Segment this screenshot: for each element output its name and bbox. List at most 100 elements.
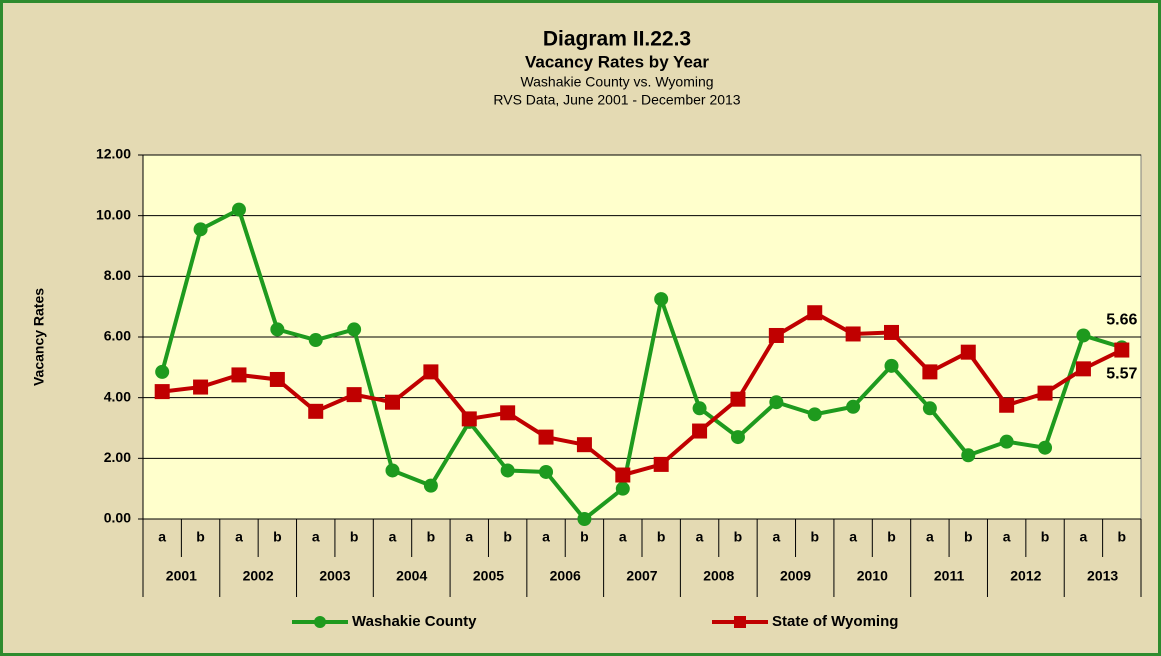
point xyxy=(961,448,976,463)
group-label: 2013 xyxy=(1087,568,1118,584)
point xyxy=(385,394,400,410)
data-label: 5.57 xyxy=(1106,365,1137,382)
point xyxy=(768,327,784,343)
x-tick-label: a xyxy=(389,529,397,545)
point xyxy=(1114,342,1130,358)
legend-label: Washakie County xyxy=(352,613,477,630)
x-tick-label: a xyxy=(849,529,857,545)
point xyxy=(155,364,170,379)
x-tick-label: a xyxy=(235,529,243,545)
point xyxy=(1038,440,1053,455)
group-label: 2005 xyxy=(473,568,504,584)
point xyxy=(539,464,554,479)
point xyxy=(500,463,515,478)
x-tick-label: b xyxy=(196,529,205,545)
point xyxy=(845,326,861,342)
x-tick-label: b xyxy=(427,529,436,545)
legend-marker xyxy=(314,616,326,628)
point xyxy=(308,333,323,348)
y-axis-label: Vacancy Rates xyxy=(31,288,47,386)
y-tick-label: 4.00 xyxy=(104,388,131,404)
y-tick-label: 0.00 xyxy=(104,510,131,526)
x-tick-label: a xyxy=(619,529,627,545)
point xyxy=(730,430,745,445)
point xyxy=(346,387,362,403)
point xyxy=(692,423,708,439)
point xyxy=(1076,328,1091,343)
point xyxy=(154,384,170,400)
point xyxy=(385,463,400,478)
point xyxy=(769,395,784,410)
x-tick-label: b xyxy=(657,529,666,545)
group-label: 2001 xyxy=(166,568,197,584)
point xyxy=(577,512,592,526)
group-label: 2004 xyxy=(396,568,427,584)
point xyxy=(347,322,362,337)
legend-label: State of Wyoming xyxy=(772,613,898,630)
group-label: 2008 xyxy=(703,568,734,584)
x-tick-label: b xyxy=(580,529,589,545)
group-label: 2003 xyxy=(319,568,350,584)
x-tick-label: a xyxy=(1080,529,1088,545)
point xyxy=(193,222,208,237)
group-label: 2010 xyxy=(857,568,888,584)
x-tick-label: a xyxy=(1003,529,1011,545)
point xyxy=(270,322,285,337)
point xyxy=(615,481,630,496)
y-tick-label: 8.00 xyxy=(104,267,131,283)
y-tick-label: 12.00 xyxy=(96,146,131,162)
point xyxy=(423,478,438,493)
point xyxy=(576,437,592,453)
point xyxy=(308,403,324,419)
x-tick-label: b xyxy=(350,529,359,545)
group-label: 2006 xyxy=(550,568,581,584)
x-tick-label: a xyxy=(465,529,473,545)
group-label: 2002 xyxy=(243,568,274,584)
x-tick-label: b xyxy=(273,529,282,545)
point xyxy=(730,391,746,407)
x-tick-label: a xyxy=(772,529,780,545)
point xyxy=(500,405,516,421)
point xyxy=(692,401,707,416)
chart-subtitle: Vacancy Rates by Year xyxy=(525,52,709,71)
x-tick-label: b xyxy=(887,529,896,545)
data-label: 5.66 xyxy=(1106,312,1137,329)
point xyxy=(884,358,899,373)
chart-subtitle: RVS Data, June 2001 - December 2013 xyxy=(493,92,740,108)
point xyxy=(884,324,899,340)
point xyxy=(807,407,822,422)
point xyxy=(999,397,1015,413)
x-tick-label: b xyxy=(1041,529,1050,545)
point xyxy=(538,429,554,445)
group-label: 2007 xyxy=(626,568,657,584)
point xyxy=(1075,361,1091,377)
point xyxy=(654,292,669,307)
point xyxy=(423,364,439,380)
point xyxy=(231,202,246,217)
point xyxy=(193,379,209,395)
point xyxy=(269,371,285,387)
point xyxy=(461,411,477,427)
x-tick-label: a xyxy=(312,529,320,545)
legend-marker xyxy=(734,616,746,628)
chart-title: Diagram II.22.3 xyxy=(543,28,691,51)
group-label: 2009 xyxy=(780,568,811,584)
point xyxy=(807,305,823,321)
x-tick-label: a xyxy=(542,529,550,545)
x-tick-label: a xyxy=(696,529,704,545)
x-tick-label: b xyxy=(734,529,743,545)
y-tick-label: 6.00 xyxy=(104,328,131,344)
x-tick-label: b xyxy=(964,529,973,545)
group-label: 2011 xyxy=(934,568,965,584)
point xyxy=(653,456,669,472)
group-label: 2012 xyxy=(1010,568,1041,584)
x-tick-label: b xyxy=(810,529,819,545)
x-tick-label: a xyxy=(158,529,166,545)
point xyxy=(1037,385,1053,401)
y-tick-label: 2.00 xyxy=(104,449,131,465)
y-tick-label: 10.00 xyxy=(96,206,131,222)
chart-subtitle: Washakie County vs. Wyoming xyxy=(520,74,713,90)
point xyxy=(922,401,937,416)
point xyxy=(922,364,938,380)
